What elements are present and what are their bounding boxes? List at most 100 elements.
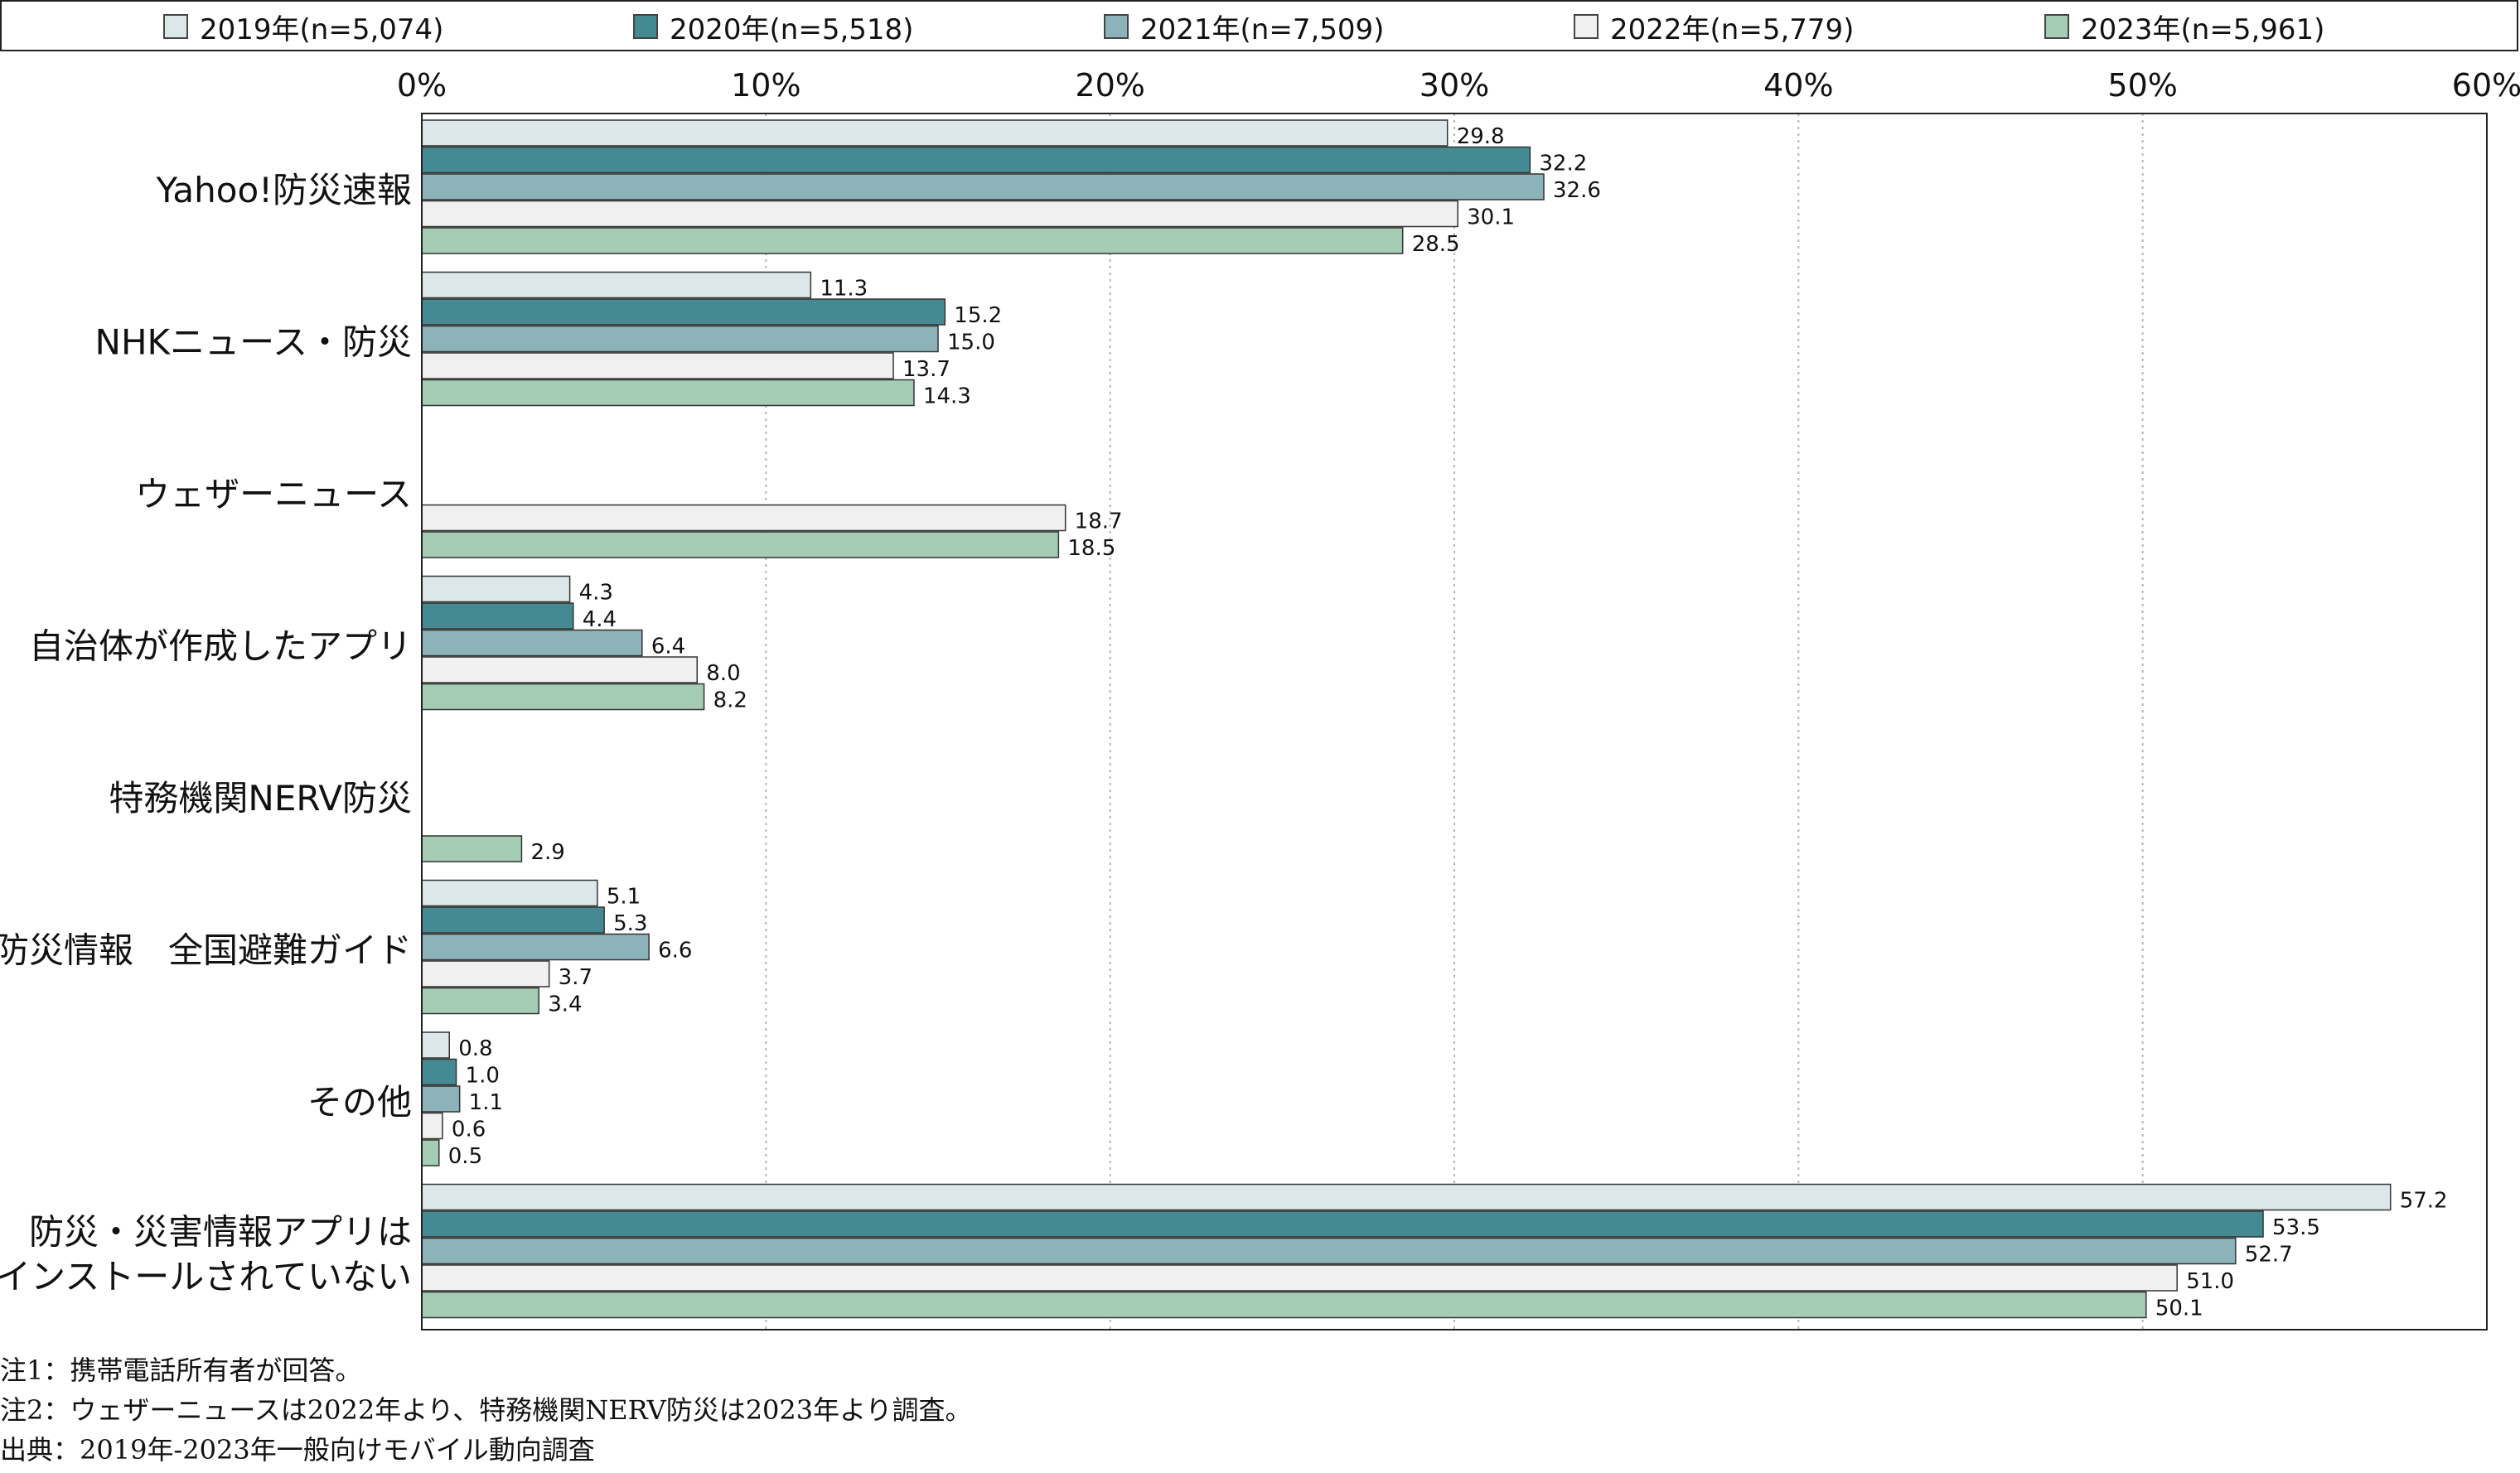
- bar-value-label: 4.3: [579, 581, 613, 606]
- chart-notes: 注1：携帯電話所有者が回答。 注2：ウェザーニュースは2022年より、特務機関N…: [0, 1350, 972, 1470]
- legend-item: 2020年(n=5,518): [633, 10, 913, 46]
- bar: [421, 298, 946, 326]
- bar: [421, 987, 539, 1015]
- bar: [421, 271, 812, 299]
- legend-label: 2022年(n=5,779): [1610, 12, 1855, 46]
- bar-chart: 0% 10% 20% 30% 40% 50% 60% 29.8 11.3 4.3 5.1 0.8 57.…: [0, 67, 2520, 1331]
- bar: [421, 1112, 443, 1140]
- bar: [421, 835, 523, 862]
- bar-value-label: 18.7: [1075, 510, 1123, 534]
- bar-value-label: 32.6: [1553, 178, 1601, 203]
- x-tick-label: 40%: [1763, 67, 1833, 104]
- category-label: 自治体が作成したアプリ: [29, 625, 412, 666]
- bar-value-label: 30.1: [1467, 205, 1515, 230]
- category-label: ウェザーニュース: [135, 474, 412, 514]
- category-label: 特務機関NERV防災: [109, 778, 412, 819]
- bar-value-label: 52.7: [2245, 1243, 2293, 1268]
- x-tick-label: 10%: [731, 67, 800, 104]
- bar-value-label: 1.1: [469, 1090, 503, 1115]
- bar-value-label: 3.4: [548, 992, 582, 1017]
- legend-label: 2019年(n=5,074): [200, 12, 444, 46]
- bar: [421, 629, 643, 657]
- bar: [421, 1085, 461, 1113]
- legend-swatch: [1574, 14, 1599, 39]
- bar-value-label: 11.3: [820, 277, 868, 302]
- note-1: 注1：携帯電話所有者が回答。: [0, 1355, 362, 1386]
- bar-value-label: 0.5: [448, 1144, 482, 1169]
- bar-value-label: 53.5: [2272, 1215, 2320, 1240]
- bar: [421, 325, 939, 353]
- legend-label: 2021年(n=7,509): [1140, 12, 1385, 46]
- x-tick-label: 60%: [2452, 67, 2520, 104]
- bar-value-label: 0.6: [452, 1118, 486, 1142]
- bar-value-label: 29.8: [1457, 124, 1505, 149]
- legend-swatch: [2044, 14, 2069, 39]
- legend-swatch: [163, 14, 188, 39]
- bar: [421, 1058, 457, 1086]
- legend-swatch: [1104, 14, 1129, 39]
- bar: [421, 575, 571, 603]
- bar: [421, 227, 1404, 254]
- legend-item: 2019年(n=5,074): [163, 10, 443, 46]
- legend-swatch: [633, 14, 658, 39]
- bar: [421, 119, 1449, 147]
- category-label: NHKニュース・防災: [95, 321, 412, 362]
- legend-item: 2022年(n=5,779): [1574, 10, 1854, 46]
- bar: [421, 1237, 2237, 1265]
- bar: [421, 352, 894, 379]
- bar: [421, 146, 1531, 174]
- x-tick-label: 30%: [1420, 67, 1489, 104]
- note-2: 注2：ウェザーニュースは2022年より、特務機関NERV防災は2023年より調査…: [0, 1394, 972, 1426]
- bar-value-label: 50.1: [2155, 1297, 2203, 1321]
- bar-value-label: 14.3: [923, 384, 971, 409]
- bar-value-label: 5.3: [613, 911, 647, 936]
- bar-value-label: 28.5: [1412, 232, 1460, 257]
- category-label: Yahoo!防災速報: [156, 170, 412, 210]
- bar: [421, 200, 1458, 228]
- bar-value-label: 13.7: [902, 357, 950, 382]
- bar: [421, 602, 574, 630]
- bar-value-label: 15.0: [947, 331, 995, 355]
- bar: [421, 504, 1067, 532]
- bar: [421, 1139, 440, 1166]
- plot-frame: [421, 113, 2488, 1331]
- category-label: インストールされていない: [0, 1256, 412, 1297]
- bar-value-label: 15.2: [954, 303, 1002, 328]
- x-tick-label: 50%: [2107, 67, 2177, 104]
- bar-value-label: 1.0: [466, 1064, 500, 1089]
- bar-value-label: 8.2: [713, 688, 747, 713]
- category-label: 防災・災害情報アプリは: [29, 1211, 412, 1252]
- bar: [421, 1210, 2264, 1238]
- chart-legend: 2019年(n=5,074) 2020年(n=5,518) 2021年(n=7,50…: [0, 0, 2518, 51]
- note-source: 出典：2019年-2023年一般向けモバイル動向調査: [0, 1434, 595, 1466]
- bar-value-label: 57.2: [2400, 1189, 2448, 1214]
- bar: [421, 1291, 2147, 1319]
- legend-item: 2021年(n=7,509): [1104, 10, 1384, 46]
- category-label: その他: [307, 1082, 412, 1123]
- bar: [421, 906, 605, 934]
- bar: [421, 960, 550, 988]
- bar: [421, 933, 650, 961]
- bar: [421, 1264, 2178, 1292]
- x-tick-label: 20%: [1075, 67, 1144, 104]
- bar: [421, 379, 915, 407]
- bar-value-label: 5.1: [607, 885, 641, 910]
- bar: [421, 683, 705, 711]
- bar: [421, 1031, 450, 1059]
- bar-value-label: 6.6: [658, 939, 692, 963]
- bar: [421, 879, 598, 907]
- bar-value-label: 0.8: [458, 1036, 492, 1061]
- bar-value-label: 2.9: [530, 840, 564, 865]
- category-label: 防災情報 全国避難ガイド: [0, 930, 412, 970]
- bar-value-label: 4.4: [583, 607, 617, 632]
- bar-value-label: 18.5: [1067, 536, 1115, 561]
- bar: [421, 656, 699, 683]
- bar: [421, 173, 1545, 200]
- legend-label: 2023年(n=5,961): [2081, 12, 2325, 46]
- legend-label: 2020年(n=5,518): [670, 12, 914, 46]
- bar-value-label: 32.2: [1539, 152, 1587, 176]
- bar: [421, 531, 1060, 558]
- bar-value-label: 51.0: [2186, 1269, 2234, 1294]
- bar-value-label: 6.4: [651, 635, 685, 659]
- x-tick-label: 0%: [397, 67, 447, 104]
